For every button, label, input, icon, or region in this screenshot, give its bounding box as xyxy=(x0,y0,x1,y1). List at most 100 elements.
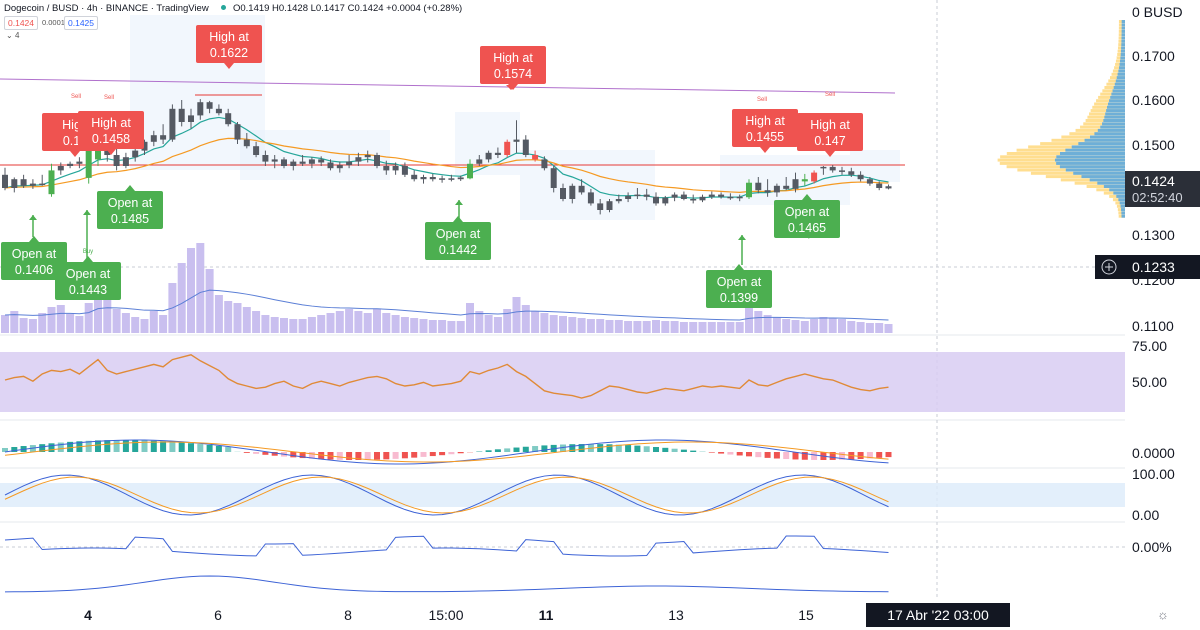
high-callout: High at 0.1622 xyxy=(196,25,262,69)
volume-bar xyxy=(224,301,233,333)
volume-bar xyxy=(28,319,37,333)
candle-body xyxy=(48,170,55,195)
volume-bar xyxy=(707,322,716,333)
high-callout-box xyxy=(797,113,863,151)
volume-bar xyxy=(438,320,447,333)
vp-bar xyxy=(1109,188,1125,192)
volume-bar xyxy=(19,318,28,333)
volume-bar xyxy=(280,318,288,333)
volume-bar xyxy=(596,319,605,333)
candle-body xyxy=(206,102,213,109)
vp-bar xyxy=(1089,178,1125,182)
high-callout-text: High at xyxy=(810,118,850,132)
open-callout-text: Open at xyxy=(785,205,830,219)
high-callout-text: 0.147 xyxy=(814,134,845,148)
volume-bar xyxy=(540,313,549,333)
open-callout: Open at 0.1442 xyxy=(425,216,491,260)
ema-fast-line xyxy=(4,116,889,199)
volume-bar xyxy=(345,309,354,333)
open-callout-box xyxy=(706,270,772,308)
time-axis-tick: 11 xyxy=(539,607,554,623)
candle-body xyxy=(885,186,892,189)
candle-body xyxy=(355,157,362,162)
high-callout-text: 0.1574 xyxy=(494,67,532,81)
candle-body xyxy=(448,178,455,180)
vp-bar xyxy=(1104,115,1125,119)
open-callout-text: 0.1399 xyxy=(720,291,758,305)
high-callout-box xyxy=(196,25,262,63)
volume-bar xyxy=(140,319,149,333)
macd-histogram-bar xyxy=(122,440,129,452)
candle-body xyxy=(290,161,297,166)
candle-body xyxy=(587,192,594,204)
volume-bar xyxy=(605,320,614,333)
volume-bar xyxy=(326,313,335,333)
macd-histogram-bar xyxy=(346,452,353,460)
macd-histogram-bar xyxy=(197,444,204,452)
volume-bar xyxy=(624,321,633,333)
vp-bar xyxy=(1100,125,1125,129)
macd-signal-line xyxy=(4,441,889,463)
high-arrow-tip xyxy=(506,85,516,90)
volume-bar xyxy=(373,309,381,333)
candle-body xyxy=(411,174,418,180)
crosshair-price-label: 0.1233 xyxy=(1132,259,1175,275)
candle-body xyxy=(225,113,232,125)
vp-bar xyxy=(1115,79,1125,83)
macd-histogram-bar xyxy=(857,452,864,460)
volume-bar xyxy=(177,263,186,333)
macd-histogram-bar xyxy=(569,444,576,452)
candle-body xyxy=(625,195,632,199)
open-callout-tip xyxy=(29,236,39,242)
candle-countdown: 02:52:40 xyxy=(1132,190,1183,205)
indicator-collapse-toggle[interactable]: ⌄ 4 xyxy=(6,31,19,40)
macd-histogram-bar xyxy=(225,446,232,452)
open-callout: Open at 0.1399 xyxy=(706,264,772,308)
macd-histogram-bar xyxy=(885,452,892,458)
candle-body xyxy=(680,194,687,199)
candle-body xyxy=(299,161,306,164)
volume-bar xyxy=(791,320,800,333)
macd-histogram-bar xyxy=(262,452,269,455)
candle-body xyxy=(848,171,855,175)
macd-histogram-bar xyxy=(401,452,408,459)
open-callout-text: 0.1443 xyxy=(69,283,107,297)
open-callout-tip xyxy=(125,185,135,191)
sell-marker: Sell xyxy=(104,95,114,101)
candle-body xyxy=(718,194,725,197)
volume-bar xyxy=(400,317,409,333)
vp-bar xyxy=(1121,29,1125,33)
sell-price-box[interactable]: 0.1424 xyxy=(4,16,38,30)
percent-axis-tick: 0.00% xyxy=(1132,539,1172,555)
vp-bar xyxy=(1116,76,1125,80)
volume-bar xyxy=(335,311,344,333)
candle-body xyxy=(374,155,380,166)
vp-bar xyxy=(1121,36,1125,40)
gear-icon[interactable]: ☼ xyxy=(1157,607,1169,622)
macd-histogram-bar xyxy=(829,452,836,460)
candle-body xyxy=(39,183,46,186)
volume-bar xyxy=(763,315,772,333)
vp-bar xyxy=(1121,39,1125,43)
open-callout-text: Open at xyxy=(436,227,481,241)
high-callout-tip xyxy=(70,151,80,157)
volume-bar xyxy=(521,305,530,333)
open-callout: Open at 0.1465 xyxy=(774,194,840,238)
volume-bar xyxy=(205,269,214,333)
trend-line xyxy=(0,78,896,94)
candle-body xyxy=(662,197,669,204)
buy-price-box[interactable]: 0.1425 xyxy=(64,16,98,30)
vp-bar xyxy=(1119,62,1125,66)
candle-body xyxy=(95,144,101,160)
volume-bar xyxy=(252,311,261,333)
volume-bar xyxy=(149,311,158,333)
vp-bar xyxy=(1121,20,1125,23)
volume-bar xyxy=(484,315,493,333)
vp-bar xyxy=(1119,201,1125,205)
macd-histogram-bar xyxy=(2,448,8,452)
open-callout-tip xyxy=(734,264,744,270)
candle-body xyxy=(476,159,483,164)
macd-histogram-bar xyxy=(866,452,873,459)
crosshair-time-label: 17 Abr '22 03:00 xyxy=(887,607,989,623)
